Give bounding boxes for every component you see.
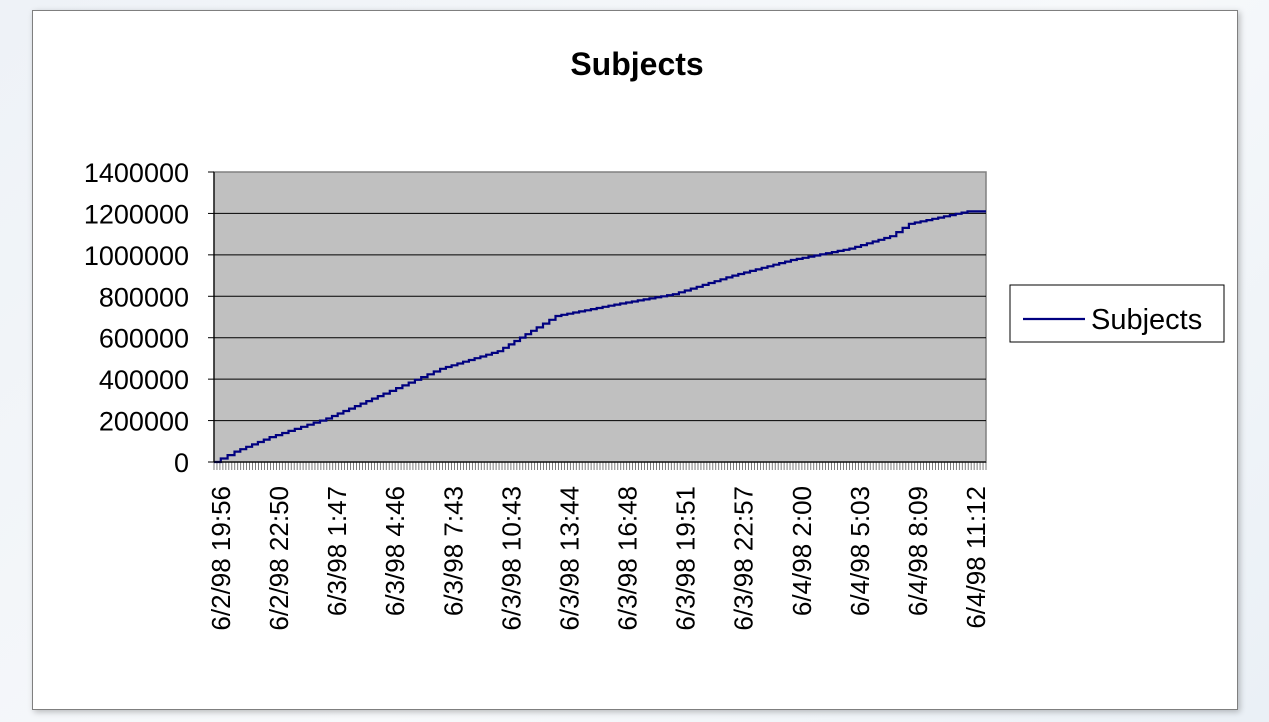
x-tick-label-4: 6/3/98 7:43 xyxy=(438,486,468,616)
y-tick-label-0: 0 xyxy=(174,448,189,478)
x-axis-tick-labels: 6/2/98 19:56 6/2/98 22:50 6/3/98 1:47 6/3/9… xyxy=(206,486,991,631)
y-axis-tick-labels: 0 200000 400000 600000 800000 1000000 1200000 1… xyxy=(84,158,189,478)
x-tick-label-11: 6/4/98 5:03 xyxy=(845,486,875,616)
y-tick-label-2: 400000 xyxy=(99,365,189,395)
x-tick-label-0: 6/2/98 19:56 xyxy=(206,486,236,631)
x-tick-label-2: 6/3/98 1:47 xyxy=(322,486,352,616)
subjects-chart: Subjects 0 200000 400000 600000 800000 100000… xyxy=(84,46,1225,631)
y-tick-label-7: 1400000 xyxy=(84,158,189,188)
gridlines xyxy=(208,171,986,463)
x-tick-label-12: 6/4/98 8:09 xyxy=(903,486,933,616)
chart-frame: Subjects 0 200000 400000 600000 800000 100000… xyxy=(32,10,1238,710)
x-tick-label-1: 6/2/98 22:50 xyxy=(264,486,294,631)
y-tick-label-1: 200000 xyxy=(99,407,189,437)
x-tick-label-7: 6/3/98 16:48 xyxy=(613,486,643,631)
x-tick-label-9: 6/3/98 22:57 xyxy=(729,486,759,631)
y-tick-label-4: 800000 xyxy=(99,282,189,312)
y-tick-label-5: 1000000 xyxy=(84,241,189,271)
legend-label-subjects: Subjects xyxy=(1091,304,1202,336)
y-tick-label-6: 1200000 xyxy=(84,199,189,229)
x-axis-minor-ticks xyxy=(213,462,987,470)
x-tick-label-5: 6/3/98 10:43 xyxy=(496,486,526,631)
x-tick-label-13: 6/4/98 11:12 xyxy=(961,486,991,629)
x-tick-label-6: 6/3/98 13:44 xyxy=(554,486,584,631)
chart-title: Subjects xyxy=(570,46,703,82)
series-line-subjects xyxy=(214,210,986,464)
legend: Subjects xyxy=(1009,284,1225,343)
x-tick-label-3: 6/3/98 4:46 xyxy=(380,486,410,616)
y-tick-label-3: 600000 xyxy=(99,324,189,354)
x-tick-label-10: 6/4/98 2:00 xyxy=(787,486,817,616)
x-tick-label-8: 6/3/98 19:51 xyxy=(671,486,701,631)
legend-box xyxy=(1009,284,1225,343)
